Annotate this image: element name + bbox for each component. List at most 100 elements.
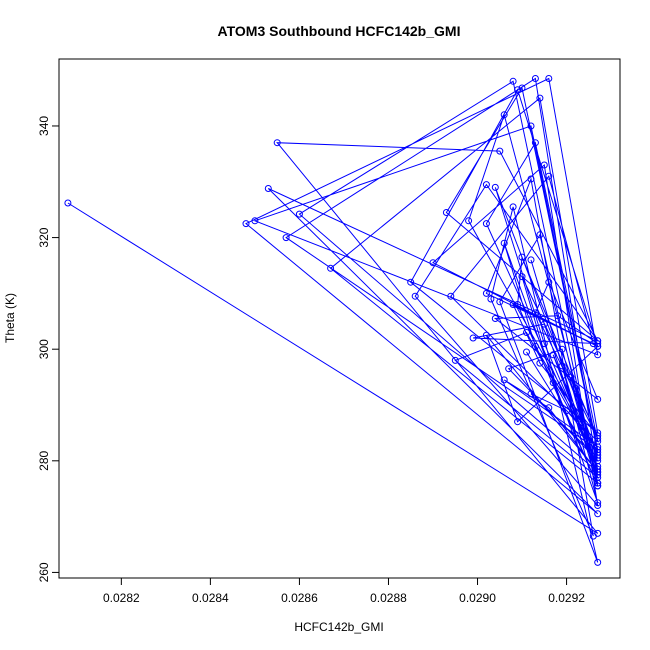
data-point [531, 75, 539, 82]
series-lines [67, 77, 600, 563]
data-point [576, 415, 584, 423]
data-point [527, 390, 535, 398]
data-point [487, 295, 495, 303]
data-point [451, 356, 459, 364]
x-tick-label: 0.0282 [103, 591, 140, 605]
data-point [527, 256, 535, 264]
data-point [273, 139, 281, 147]
data-point [589, 532, 597, 540]
data-point [514, 418, 522, 426]
data-point [509, 301, 517, 308]
data-point [536, 94, 544, 102]
data-point [447, 292, 455, 300]
data-point [523, 329, 530, 336]
data-point [549, 379, 557, 387]
data-point [482, 331, 490, 339]
x-tick-label: 0.0284 [192, 591, 229, 605]
data-point [407, 278, 415, 286]
data-point [594, 558, 602, 566]
data-point [594, 462, 602, 470]
data-point [594, 351, 602, 359]
data-point [536, 231, 544, 239]
data-point [482, 181, 490, 189]
data-point [594, 432, 602, 440]
data-point [554, 312, 562, 320]
series-points [64, 75, 602, 566]
data-point [465, 217, 473, 225]
data-point [282, 234, 290, 242]
y-tick-label: 260 [37, 562, 51, 582]
data-point [496, 298, 504, 306]
y-tick-label: 320 [37, 227, 51, 247]
data-point [242, 220, 250, 228]
data-point [482, 220, 490, 228]
data-point [545, 75, 553, 82]
data-point [251, 217, 259, 225]
data-point [64, 199, 72, 207]
data-point [572, 384, 579, 392]
data-point [531, 342, 539, 350]
y-axis: 260 280 300 320 340 [37, 116, 59, 582]
x-tick-label: 0.0290 [459, 591, 496, 605]
data-point [540, 320, 548, 328]
data-point [491, 315, 499, 322]
x-tick-label: 0.0292 [548, 591, 585, 605]
data-point [514, 301, 522, 308]
data-point [545, 172, 553, 180]
data-point [594, 443, 602, 451]
data-point [264, 185, 272, 192]
data-point [327, 264, 335, 272]
data-point [500, 111, 508, 119]
data-point [549, 351, 557, 359]
data-point [523, 348, 530, 356]
data-point [594, 510, 602, 518]
data-point [536, 359, 544, 367]
data-point [594, 454, 602, 462]
data-point [594, 471, 602, 479]
data-point [594, 502, 602, 509]
data-point [482, 289, 490, 297]
data-point [518, 273, 526, 281]
data-point [540, 161, 548, 169]
y-tick-label: 300 [37, 339, 51, 359]
y-tick-label: 340 [37, 116, 51, 136]
data-point [505, 365, 513, 373]
data-point [558, 362, 566, 370]
data-point [527, 175, 535, 183]
series-line [67, 77, 600, 563]
data-point [594, 451, 602, 459]
plot-frame [58, 58, 621, 579]
data-point [500, 376, 508, 384]
data-point [594, 395, 602, 403]
data-point [540, 340, 548, 348]
chart-title: ATOM3 Southbound HCFC142b_GMI [218, 23, 461, 39]
x-axis: 0.0282 0.0284 0.0286 0.0288 0.0290 0.0292 [103, 578, 585, 605]
data-point [531, 309, 539, 317]
data-point [500, 239, 508, 247]
data-point [531, 139, 539, 147]
data-point [527, 122, 535, 130]
data-point [558, 345, 566, 353]
y-axis-label: Theta (K) [3, 293, 17, 343]
data-point [567, 373, 575, 381]
data-point [411, 292, 419, 300]
data-point [514, 86, 522, 94]
data-point [295, 210, 303, 218]
data-point [518, 84, 526, 92]
data-point [594, 342, 602, 350]
x-axis-label: HCFC142b_GMI [294, 620, 383, 634]
data-point [545, 404, 553, 412]
data-point [509, 203, 517, 211]
data-point [518, 253, 526, 261]
data-point [545, 278, 553, 286]
data-point [594, 435, 602, 442]
x-tick-label: 0.0288 [370, 591, 407, 605]
data-point [491, 183, 499, 191]
data-point [496, 147, 504, 155]
data-point [469, 334, 477, 342]
data-point [563, 407, 571, 415]
y-tick-label: 280 [37, 450, 51, 470]
data-point [594, 340, 602, 348]
data-point [509, 77, 517, 85]
